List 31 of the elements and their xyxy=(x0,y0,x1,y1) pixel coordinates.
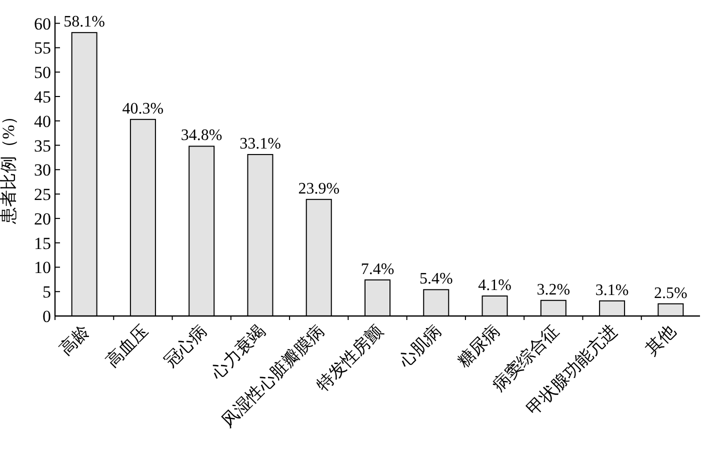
y-tick-label: 20 xyxy=(34,209,51,228)
x-tick-label: 糖尿病 xyxy=(454,321,504,371)
x-tick-label: 高血压 xyxy=(102,321,152,371)
y-tick-label: 0 xyxy=(42,307,51,326)
data-label: 5.4% xyxy=(419,270,453,288)
data-label: 33.1% xyxy=(240,136,281,153)
y-tick-label: 5 xyxy=(42,282,51,302)
y-tick-label: 15 xyxy=(34,234,51,253)
x-tick-label: 心肌病 xyxy=(394,321,445,372)
y-tick-label: 60 xyxy=(34,14,51,34)
y-tick-label: 25 xyxy=(34,185,51,204)
data-label: 4.1% xyxy=(478,277,512,294)
data-label: 34.8% xyxy=(180,127,222,144)
data-label: 58.1% xyxy=(64,14,105,31)
y-tick-label: 45 xyxy=(34,87,51,106)
data-label: 3.2% xyxy=(536,281,570,298)
y-tick-label: 40 xyxy=(34,112,51,131)
y-tick-label: 35 xyxy=(34,136,51,156)
y-tick-label: 50 xyxy=(34,63,51,82)
data-label: 23.9% xyxy=(298,180,340,198)
y-tick-label: 30 xyxy=(34,160,51,180)
data-label: 3.1% xyxy=(595,282,629,299)
data-label: 40.3% xyxy=(122,100,164,118)
y-axis-title: 患者比例（%） xyxy=(0,108,18,226)
x-tick-label: 其他 xyxy=(642,321,680,359)
y-tick-label: 10 xyxy=(34,258,51,278)
y-tick-label: 55 xyxy=(34,38,51,58)
x-tick-label: 高龄 xyxy=(56,321,94,359)
x-tick-label: 冠心病 xyxy=(160,321,210,371)
data-label: 7.4% xyxy=(360,260,394,278)
data-label: 2.5% xyxy=(654,284,688,302)
